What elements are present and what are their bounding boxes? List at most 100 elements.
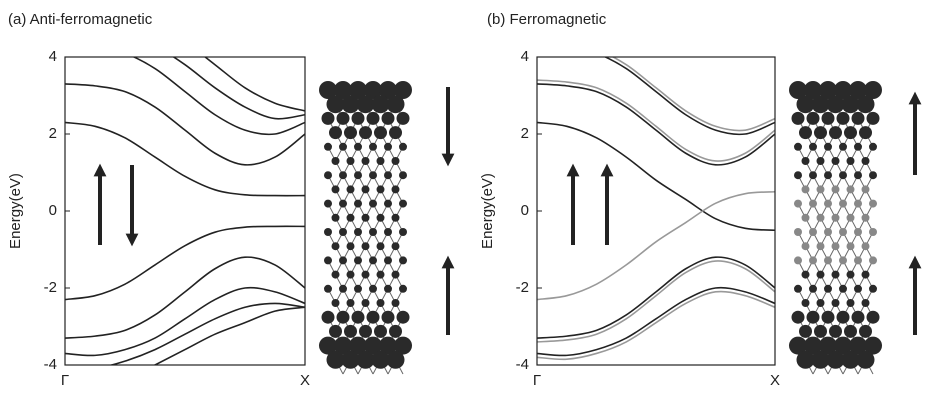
atom [399,143,407,151]
band-line [537,257,775,338]
atom [852,112,865,125]
atom [347,157,355,165]
atom [344,325,357,338]
atom [384,256,392,264]
atom [347,242,355,250]
atom [824,143,832,151]
atom [322,311,335,324]
atom [824,200,832,208]
band-line [537,288,775,356]
atom [347,271,355,279]
atom [847,299,855,307]
atom [794,200,802,208]
atom [347,214,355,222]
atom [399,228,407,236]
atom [384,228,392,236]
atom [817,185,825,193]
atom [384,143,392,151]
atom [824,228,832,236]
y-tick-label: 2 [49,125,57,142]
atom [392,242,400,250]
atom [332,271,340,279]
atom [367,311,380,324]
atom [369,228,377,236]
atom [847,214,855,222]
atom [362,299,370,307]
atom [399,285,407,293]
atom [354,171,362,179]
atom [397,311,410,324]
band-line [537,38,775,131]
atom [862,214,870,222]
atom [839,285,847,293]
atom [332,299,340,307]
atom [339,228,347,236]
atom [852,311,865,324]
atom [824,256,832,264]
atom [382,311,395,324]
atom [859,325,872,338]
atom [332,214,340,222]
lattice [319,81,412,374]
atom [807,112,820,125]
atom [814,325,827,338]
figure: (a) Anti-ferromagneticEnergy(eV)-4-2024Γ… [0,0,927,393]
y-tick-label: 2 [521,125,529,142]
atom [869,143,877,151]
y-tick-label: 4 [521,48,529,65]
atom [862,157,870,165]
atom [824,285,832,293]
band-line [65,257,305,338]
atom [362,185,370,193]
atom [817,157,825,165]
atom [854,228,862,236]
atom [377,157,385,165]
atom [332,185,340,193]
atom [829,325,842,338]
atom [832,242,840,250]
atom [339,256,347,264]
atom [392,271,400,279]
atom [862,242,870,250]
atom [832,185,840,193]
atom [869,171,877,179]
atom [347,185,355,193]
atom [324,200,332,208]
atom [794,228,802,236]
atom [869,228,877,236]
y-tick-label: 4 [49,48,57,65]
atom [832,271,840,279]
atom [869,200,877,208]
spin-arrows [100,87,915,335]
atom [377,299,385,307]
band-line [537,292,775,360]
atom [802,271,810,279]
atom [802,157,810,165]
atom [339,143,347,151]
atom [857,351,875,369]
atom [369,200,377,208]
atom [332,157,340,165]
atom [832,157,840,165]
atom [794,143,802,151]
atom [862,271,870,279]
atom [817,271,825,279]
atom [387,95,405,113]
atom [359,126,372,139]
atom [362,242,370,250]
atom [817,299,825,307]
atom [362,214,370,222]
atom [817,242,825,250]
atom [839,171,847,179]
band-line [65,19,305,119]
atom [822,311,835,324]
atom [324,171,332,179]
atom [854,200,862,208]
atom [384,171,392,179]
atom [799,126,812,139]
atom [339,200,347,208]
atom [354,200,362,208]
band-line [65,84,305,165]
atom [392,185,400,193]
atom [374,325,387,338]
